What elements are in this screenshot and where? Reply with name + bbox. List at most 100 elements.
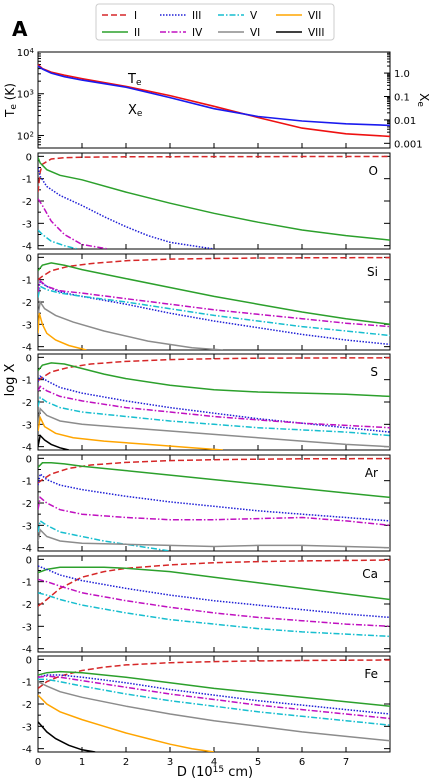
series-Si-VII <box>38 312 87 350</box>
series-Xe <box>37 65 391 127</box>
series-group <box>38 457 390 551</box>
series-Si-II <box>38 262 390 326</box>
y-tick-label: -2 <box>22 298 32 309</box>
series-O-I <box>38 155 390 193</box>
legend-label-II: II <box>134 27 140 39</box>
series-Ca-III <box>38 565 390 619</box>
panel-frame <box>37 454 391 552</box>
series-S-III <box>38 375 390 433</box>
y-axis-label-lower: log X <box>3 363 18 396</box>
element-label-Ar: Ar <box>365 466 378 480</box>
y-tick-label: 0 <box>26 555 32 566</box>
legend-label-III: III <box>192 10 201 22</box>
series-Ar-VI <box>38 528 390 549</box>
y-tick-label: -4 <box>22 242 32 253</box>
x-tick-label: 6 <box>299 757 305 768</box>
series-group <box>38 256 390 350</box>
te-axis-label: Te​ (K) <box>3 83 19 118</box>
series-Si-I <box>38 256 390 281</box>
series-Fe-IV <box>38 675 390 720</box>
x-tick-label: 0 <box>35 757 41 768</box>
x-tick-label: 7 <box>343 757 349 768</box>
series-Ar-V <box>38 519 171 551</box>
series-Si-VI <box>38 299 223 350</box>
te-tick-label: 103​ <box>17 89 34 101</box>
series-Ar-I <box>38 457 390 484</box>
x-axis-label: D (1015​ cm) <box>177 765 253 780</box>
series-group <box>38 559 390 638</box>
y-tick-label: 0 <box>26 454 32 465</box>
xe-tick-label: 0.01 <box>394 116 416 127</box>
panel-letter: A <box>12 17 28 41</box>
y-tick-label: -4 <box>22 645 32 656</box>
lower-panels: 0 -1 -2 -3 -4 O 0 -1 -2 -3 -4 Si 0 -1 -2 -3 -4 S 0 -1 -2 -3 -4… <box>22 152 391 768</box>
series-S-VIII <box>38 433 69 450</box>
panel-Si: 0 -1 -2 -3 -4 Si <box>22 253 391 354</box>
y-tick-label: -2 <box>22 499 32 510</box>
series-O-II <box>38 157 390 241</box>
panel-Ar: 0 -1 -2 -3 -4 Ar <box>22 454 391 555</box>
series-S-V <box>38 396 390 437</box>
series-group <box>38 357 390 450</box>
y-tick-label: -3 <box>22 420 32 431</box>
y-tick-label: -2 <box>22 700 32 711</box>
y-tick-label: -3 <box>22 320 32 331</box>
te-tick-label: 102​ <box>17 131 34 143</box>
series-S-VII <box>38 415 223 450</box>
x-tick-label: 5 <box>255 757 261 768</box>
y-tick-label: -3 <box>22 622 32 633</box>
series-Ar-III <box>38 472 390 522</box>
annotation-te: Te​ <box>127 72 142 88</box>
panel-frame <box>37 253 391 351</box>
series-Si-III <box>38 280 390 346</box>
series-Fe-III <box>38 674 390 715</box>
series-Ca-I <box>38 559 390 607</box>
panel-O: 0 -1 -2 -3 -4 O <box>22 152 391 253</box>
y-tick-label: 0 <box>26 353 32 364</box>
series-Ar-IV <box>38 495 390 527</box>
panel-Ca: 0 -1 -2 -3 -4 Ca <box>22 555 391 656</box>
y-tick-label: -1 <box>22 376 32 387</box>
x-tick-label: 2 <box>123 757 129 768</box>
legend-label-VIII: VIII <box>308 27 324 39</box>
series-Ca-V <box>38 592 390 638</box>
series-Ca-IV <box>38 578 390 628</box>
series-Ca-II <box>38 566 390 601</box>
series-S-IV <box>38 385 390 429</box>
y-tick-label: -2 <box>22 600 32 611</box>
xe-tick-label: 0.1 <box>394 92 410 103</box>
series-S-I <box>38 357 390 382</box>
element-label-Si: Si <box>367 265 378 279</box>
legend-label-V: V <box>250 10 258 22</box>
x-tick-label: 1 <box>79 757 85 768</box>
series-Fe-II <box>38 670 390 707</box>
series-group <box>38 155 390 249</box>
series-Fe-VII <box>38 694 215 752</box>
top-panel: 102​ 103​ 104​ 1.0 0.1 0.01 0.001 Te​ Xe​ Te​ (K)… <box>3 47 430 150</box>
y-tick-label: 0 <box>26 253 32 264</box>
panel-frame <box>37 555 391 653</box>
element-label-S: S <box>370 365 378 379</box>
y-tick-label: -2 <box>22 398 32 409</box>
series-Si-V <box>38 285 390 337</box>
xe-tick-label: 1.0 <box>394 69 410 80</box>
series-Te <box>37 64 391 138</box>
legend-label-VII: VII <box>308 10 321 22</box>
element-label-Fe: Fe <box>364 667 378 681</box>
series-O-V <box>38 229 78 249</box>
series-Fe-VIII <box>38 721 96 752</box>
y-tick-label: -4 <box>22 544 32 555</box>
series-Fe-VI <box>38 681 390 742</box>
y-tick-label: 0 <box>26 655 32 666</box>
y-tick-label: -1 <box>22 678 32 689</box>
y-tick-label: -1 <box>22 477 32 488</box>
legend-frame <box>95 3 335 41</box>
panel-S: 0 -1 -2 -3 -4 S <box>22 353 391 454</box>
y-tick-label: -2 <box>22 197 32 208</box>
xe-tick-label: 0.001 <box>394 139 423 150</box>
top-panel-frame <box>37 51 391 149</box>
legend-label-IV: IV <box>192 27 203 39</box>
y-tick-label: -4 <box>22 443 32 454</box>
